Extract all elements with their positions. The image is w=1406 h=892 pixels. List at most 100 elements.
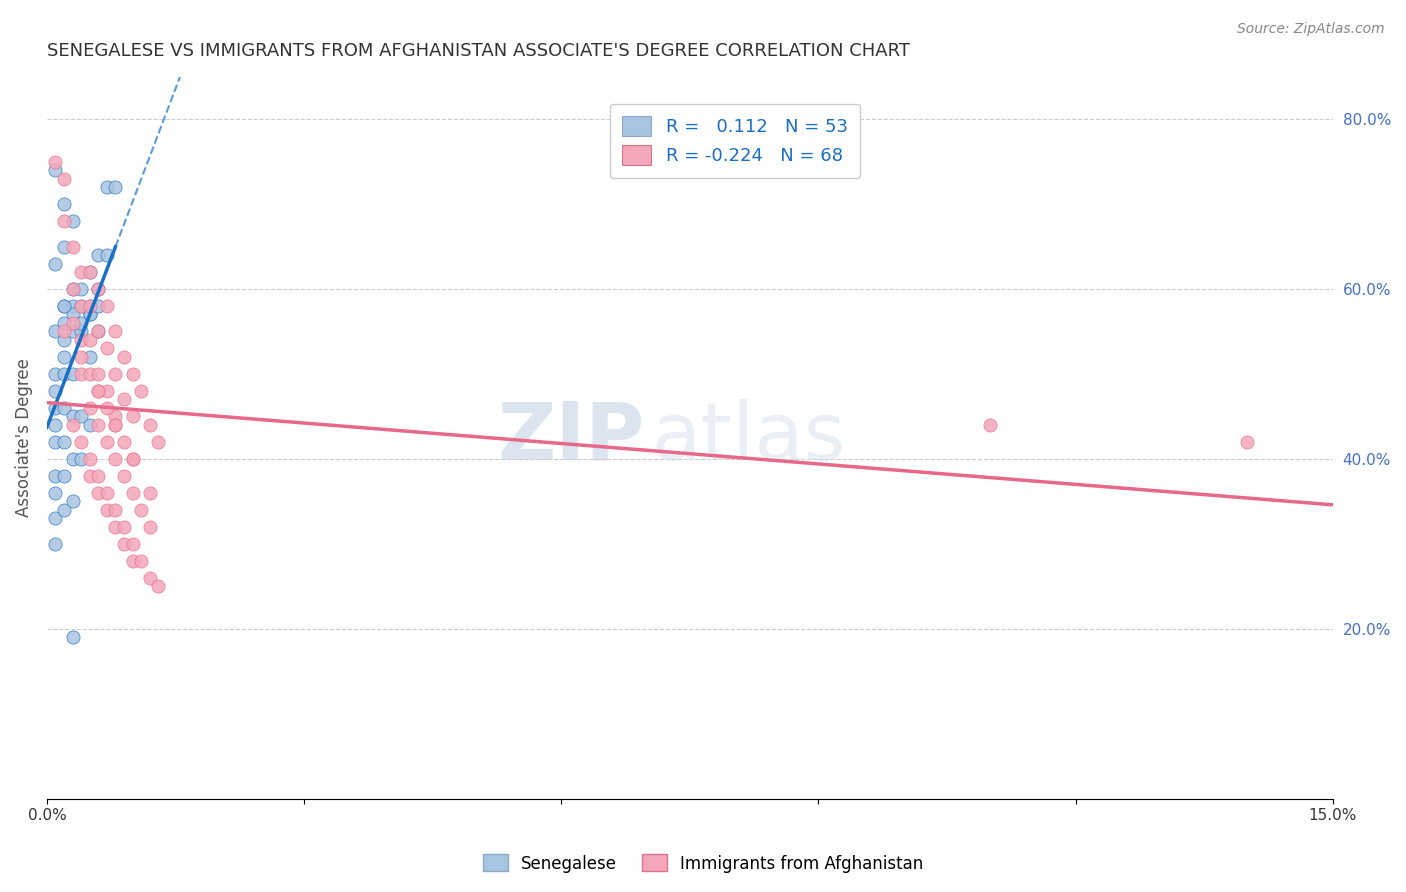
Point bbox=[53, 299, 76, 313]
Point bbox=[70, 299, 93, 313]
Point bbox=[104, 180, 127, 194]
Point bbox=[121, 367, 143, 381]
Point bbox=[62, 451, 84, 466]
Point bbox=[53, 367, 76, 381]
Point bbox=[79, 417, 101, 432]
Point bbox=[62, 494, 84, 508]
Point bbox=[87, 282, 110, 296]
Point bbox=[44, 384, 66, 398]
Point bbox=[79, 308, 101, 322]
Point bbox=[104, 451, 127, 466]
Point bbox=[129, 384, 152, 398]
Text: SENEGALESE VS IMMIGRANTS FROM AFGHANISTAN ASSOCIATE'S DEGREE CORRELATION CHART: SENEGALESE VS IMMIGRANTS FROM AFGHANISTA… bbox=[46, 42, 910, 60]
Point bbox=[96, 299, 118, 313]
Point bbox=[79, 265, 101, 279]
Point bbox=[70, 316, 93, 330]
Point bbox=[96, 503, 118, 517]
Point bbox=[139, 571, 162, 585]
Point bbox=[79, 265, 101, 279]
Point bbox=[79, 299, 101, 313]
Point bbox=[62, 239, 84, 253]
Point bbox=[87, 325, 110, 339]
Point bbox=[148, 434, 170, 449]
Point bbox=[112, 434, 135, 449]
Point bbox=[79, 367, 101, 381]
Point bbox=[79, 308, 101, 322]
Point bbox=[70, 434, 93, 449]
Point bbox=[44, 417, 66, 432]
Point bbox=[87, 417, 110, 432]
Point bbox=[62, 409, 84, 424]
Point bbox=[70, 299, 93, 313]
Point bbox=[104, 417, 127, 432]
Point bbox=[79, 299, 101, 313]
Point bbox=[62, 325, 84, 339]
Point bbox=[62, 308, 84, 322]
Point bbox=[70, 451, 93, 466]
Point bbox=[104, 417, 127, 432]
Point bbox=[44, 154, 66, 169]
Point bbox=[53, 401, 76, 415]
Point bbox=[53, 325, 76, 339]
Point bbox=[44, 163, 66, 178]
Point bbox=[1236, 434, 1258, 449]
Point bbox=[70, 367, 93, 381]
Point bbox=[70, 282, 93, 296]
Point bbox=[44, 537, 66, 551]
Point bbox=[104, 367, 127, 381]
Point bbox=[62, 630, 84, 644]
Point bbox=[129, 503, 152, 517]
Point bbox=[96, 342, 118, 356]
Point bbox=[79, 451, 101, 466]
Point bbox=[112, 537, 135, 551]
Point bbox=[53, 333, 76, 347]
Point bbox=[139, 417, 162, 432]
Point bbox=[112, 392, 135, 407]
Point bbox=[121, 486, 143, 500]
Point bbox=[129, 554, 152, 568]
Point bbox=[121, 537, 143, 551]
Point bbox=[96, 401, 118, 415]
Point bbox=[70, 265, 93, 279]
Point bbox=[121, 554, 143, 568]
Point bbox=[79, 333, 101, 347]
Point bbox=[87, 367, 110, 381]
Point bbox=[104, 520, 127, 534]
Point bbox=[53, 469, 76, 483]
Point bbox=[62, 299, 84, 313]
Point bbox=[87, 469, 110, 483]
Point bbox=[70, 409, 93, 424]
Point bbox=[53, 503, 76, 517]
Point bbox=[44, 469, 66, 483]
Point bbox=[121, 451, 143, 466]
Point bbox=[44, 401, 66, 415]
Point bbox=[148, 579, 170, 593]
Legend: R =   0.112   N = 53, R = -0.224   N = 68: R = 0.112 N = 53, R = -0.224 N = 68 bbox=[610, 103, 860, 178]
Point bbox=[87, 384, 110, 398]
Point bbox=[53, 214, 76, 228]
Point bbox=[979, 417, 1001, 432]
Point bbox=[70, 350, 93, 364]
Point bbox=[70, 325, 93, 339]
Point bbox=[44, 486, 66, 500]
Point bbox=[87, 248, 110, 262]
Point bbox=[62, 282, 84, 296]
Point bbox=[87, 486, 110, 500]
Point bbox=[62, 282, 84, 296]
Point bbox=[87, 282, 110, 296]
Point bbox=[53, 197, 76, 211]
Point bbox=[53, 299, 76, 313]
Point bbox=[44, 256, 66, 270]
Point bbox=[53, 239, 76, 253]
Point bbox=[62, 214, 84, 228]
Point bbox=[62, 316, 84, 330]
Point bbox=[79, 401, 101, 415]
Point bbox=[53, 171, 76, 186]
Point bbox=[87, 384, 110, 398]
Point bbox=[112, 520, 135, 534]
Point bbox=[53, 350, 76, 364]
Point bbox=[139, 520, 162, 534]
Point bbox=[96, 180, 118, 194]
Y-axis label: Associate's Degree: Associate's Degree bbox=[15, 359, 32, 517]
Text: ZIP: ZIP bbox=[498, 399, 645, 476]
